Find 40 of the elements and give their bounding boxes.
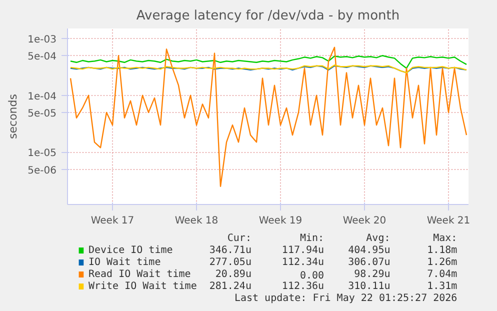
text: 1.18m xyxy=(427,245,458,256)
chart-title: Average latency for /dev/vda - by month xyxy=(136,8,400,24)
x-tick-label: Week 17 xyxy=(90,216,134,226)
legend-label: Device IO time xyxy=(88,245,173,256)
text: 277.05u xyxy=(209,257,252,268)
text: Max: xyxy=(433,233,458,244)
text: 112.36u xyxy=(282,281,324,292)
y-tick-label: 5e-04 xyxy=(28,52,57,63)
x-tick-label: Week 21 xyxy=(426,216,470,226)
legend-label: Write IO Wait time xyxy=(88,281,197,292)
x-tick-label: Week 18 xyxy=(174,216,218,226)
text: Cur: xyxy=(227,233,252,244)
text: Avg: xyxy=(366,233,390,244)
text: 310.11u xyxy=(348,281,390,292)
y-tick-label: 5e-06 xyxy=(28,165,57,176)
text: 1.31m xyxy=(427,281,458,292)
text: 281.24u xyxy=(209,281,252,292)
x-tick-label: Week 20 xyxy=(342,216,386,226)
text: 306.07u xyxy=(348,257,390,268)
y-tick-label: 1e-03 xyxy=(28,34,57,46)
y-tick-label: 1e-05 xyxy=(28,148,57,160)
text: 0.00 xyxy=(300,270,324,282)
legend-label: Read IO Wait time xyxy=(88,269,191,280)
text: 20.89u xyxy=(215,269,252,280)
text: 112.34u xyxy=(282,257,324,268)
line-series xyxy=(70,55,468,69)
text: Last update: Fri May 22 01:25:27 2026 xyxy=(234,293,458,304)
y-tick-label: 1e-04 xyxy=(28,91,57,102)
text: 404.95u xyxy=(348,245,390,256)
legend-label: IO Wait time xyxy=(88,257,161,268)
text: 98.29u xyxy=(354,269,390,280)
line-series xyxy=(70,46,468,187)
text: 7.04m xyxy=(427,269,458,280)
text: 346.71u xyxy=(209,245,252,256)
y-tick-label: 5e-05 xyxy=(28,108,57,120)
text: 1.26m xyxy=(427,257,458,268)
x-tick-label: Week 19 xyxy=(258,216,302,226)
text: 117.94u xyxy=(282,245,324,256)
text: Min: xyxy=(300,233,324,244)
y-axis-title: seconds xyxy=(6,94,20,139)
